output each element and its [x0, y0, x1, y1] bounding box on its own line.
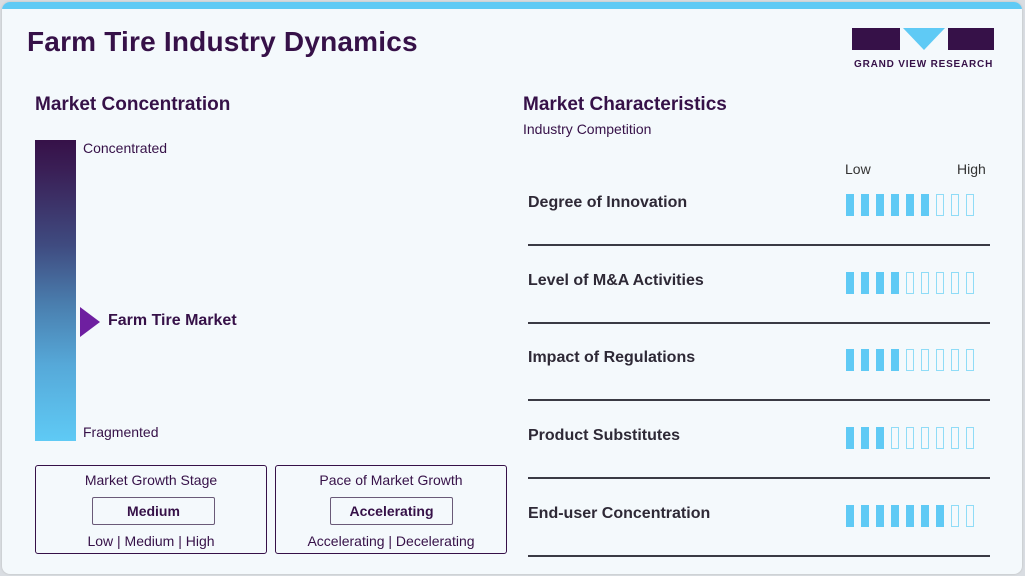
rating-bars [846, 427, 974, 449]
scale-high-label: High [957, 161, 986, 177]
rating-segment-filled [921, 194, 929, 216]
rating-segment-filled [876, 349, 884, 371]
rating-segment-empty [921, 272, 929, 294]
rating-segment-empty [936, 427, 944, 449]
rating-segment-filled [846, 505, 854, 527]
rating-segment-empty [966, 349, 974, 371]
rating-segment-empty [951, 194, 959, 216]
rating-segment-filled [846, 272, 854, 294]
characteristic-label: Product Substitutes [528, 427, 681, 444]
rating-segment-filled [891, 194, 899, 216]
accent-top-bar [2, 2, 1022, 9]
rating-segment-filled [861, 272, 869, 294]
rating-segment-filled [891, 349, 899, 371]
market-marker-label: Farm Tire Market [108, 312, 237, 329]
row-divider [528, 244, 990, 246]
pace-of-growth-box: Pace of Market Growth Accelerating Accel… [275, 465, 507, 554]
rating-segment-filled [891, 505, 899, 527]
row-divider [528, 399, 990, 401]
rating-segment-empty [921, 427, 929, 449]
grand-view-research-logo: GRAND VIEW RESEARCH [852, 28, 997, 74]
logo-triangle-icon [903, 28, 945, 50]
characteristic-label: Degree of Innovation [528, 194, 688, 211]
rating-segment-empty [951, 505, 959, 527]
rating-segment-empty [951, 272, 959, 294]
rating-segment-empty [936, 272, 944, 294]
rating-segment-empty [906, 349, 914, 371]
rating-segment-empty [936, 349, 944, 371]
rating-segment-filled [861, 194, 869, 216]
rating-segment-filled [921, 505, 929, 527]
rating-segment-filled [906, 505, 914, 527]
characteristic-label: Level of M&A Activities [528, 272, 704, 289]
rating-segment-empty [966, 194, 974, 216]
rating-segment-empty [891, 427, 899, 449]
page-title: Farm Tire Industry Dynamics [27, 26, 418, 57]
scale-low-label: Low [845, 161, 871, 177]
rating-segment-filled [861, 505, 869, 527]
rating-bars [846, 505, 974, 527]
concentrated-label: Concentrated [83, 140, 168, 156]
rating-segment-empty [966, 427, 974, 449]
market-growth-stage-box: Market Growth Stage Medium Low | Medium … [35, 465, 267, 554]
rating-segment-filled [876, 194, 884, 216]
characteristic-label: End-user Concentration [528, 505, 711, 522]
growth-stage-value: Medium [92, 497, 215, 525]
rating-segment-empty [921, 349, 929, 371]
rating-segment-empty [951, 349, 959, 371]
row-divider [528, 322, 990, 324]
rating-segment-empty [966, 505, 974, 527]
rating-bars [846, 349, 974, 371]
concentration-gradient-bar [35, 140, 76, 441]
rating-segment-empty [936, 194, 944, 216]
rating-segment-empty [951, 427, 959, 449]
characteristic-label: Impact of Regulations [528, 349, 696, 366]
row-divider [528, 477, 990, 479]
growth-pace-options: Accelerating | Decelerating [307, 533, 475, 549]
market-characteristics-heading: Market Characteristics [523, 94, 727, 115]
logo-text: GRAND VIEW RESEARCH [854, 59, 994, 70]
rating-segment-filled [876, 427, 884, 449]
rating-segment-filled [861, 349, 869, 371]
industry-competition-subheading: Industry Competition [523, 121, 652, 137]
rating-bars [846, 272, 974, 294]
fragmented-label: Fragmented [83, 424, 159, 440]
market-concentration-heading: Market Concentration [35, 94, 231, 115]
rating-segment-filled [846, 349, 854, 371]
growth-pace-value: Accelerating [330, 497, 453, 525]
rating-segment-filled [891, 272, 899, 294]
rating-segment-filled [876, 272, 884, 294]
rating-segment-empty [966, 272, 974, 294]
logo-block-right [948, 28, 994, 50]
rating-segment-empty [906, 272, 914, 294]
growth-stage-options: Low | Medium | High [87, 533, 215, 549]
row-divider [528, 555, 990, 557]
rating-segment-filled [876, 505, 884, 527]
rating-segment-filled [906, 194, 914, 216]
rating-segment-filled [936, 505, 944, 527]
rating-segment-empty [906, 427, 914, 449]
growth-stage-title: Market Growth Stage [84, 472, 218, 488]
triangle-right-icon [80, 307, 100, 337]
logo-block-left [852, 28, 900, 50]
rating-segment-filled [861, 427, 869, 449]
growth-pace-title: Pace of Market Growth [319, 472, 463, 488]
rating-segment-filled [846, 194, 854, 216]
rating-segment-filled [846, 427, 854, 449]
rating-bars [846, 194, 974, 216]
